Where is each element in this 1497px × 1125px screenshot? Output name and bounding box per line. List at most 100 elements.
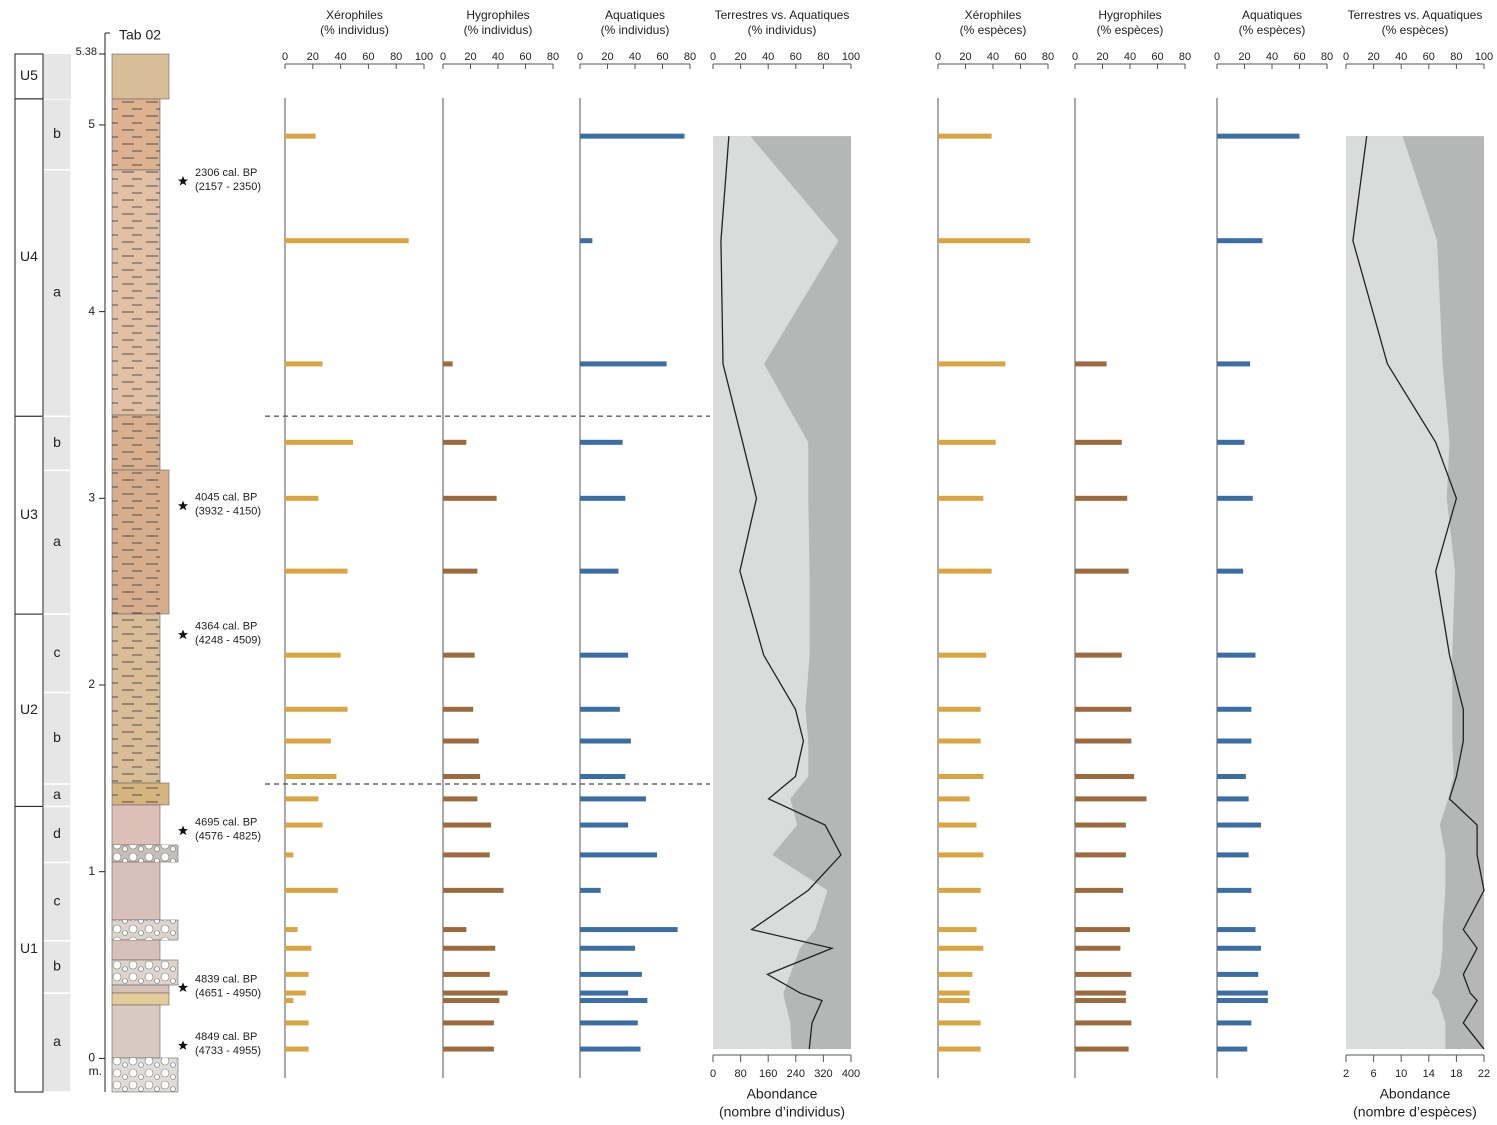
- bar: [285, 887, 338, 893]
- top-tick-label: 20: [464, 51, 476, 63]
- depth-tick-label: 2: [88, 677, 95, 691]
- subunit-label: a: [53, 1033, 61, 1049]
- top-tick-label: 40: [492, 51, 504, 63]
- bottom-tick-label: 2: [1343, 1068, 1349, 1080]
- panel-subtitle: (% espèces): [960, 23, 1027, 37]
- bar: [1217, 990, 1268, 996]
- bar: [285, 133, 316, 139]
- bar: [443, 998, 500, 1004]
- top-tick-label: 40: [1266, 51, 1278, 63]
- date-label: 4695 cal. BP: [195, 817, 257, 829]
- bar: [443, 1020, 494, 1026]
- bar: [443, 773, 481, 779]
- bar: [285, 706, 348, 712]
- top-tick-label: 80: [390, 51, 402, 63]
- top-tick-label: 60: [790, 51, 802, 63]
- unit: [14, 805, 44, 1093]
- area-terrestrial: [1346, 136, 1456, 1050]
- top-tick-label: 100: [1475, 51, 1493, 63]
- bar: [443, 1046, 494, 1052]
- bar: [1075, 652, 1122, 658]
- subunit-label: b: [53, 729, 61, 745]
- bar: [580, 773, 626, 779]
- bar: [443, 971, 490, 977]
- top-tick-label: 80: [817, 51, 829, 63]
- panel-subtitle: (% individus): [464, 23, 533, 37]
- bottom-tick-label: 18: [1450, 1068, 1462, 1080]
- bar: [580, 822, 629, 828]
- bar: [938, 495, 984, 501]
- bar: [1217, 133, 1300, 139]
- panel-title: Hygrophiles: [1098, 8, 1161, 22]
- date-marker: [178, 500, 188, 511]
- top-tick-label: 60: [1293, 51, 1305, 63]
- bottom-tick-label: 400: [842, 1068, 860, 1080]
- lithology: [111, 53, 179, 1093]
- bottom-tick-label: 14: [1423, 1068, 1435, 1080]
- subunit-label: b: [53, 434, 61, 450]
- bar: [1075, 971, 1132, 977]
- bar: [1217, 1046, 1248, 1052]
- bar: [285, 1046, 309, 1052]
- date-label: 4045 cal. BP: [195, 492, 257, 504]
- top-tick-label: 20: [1096, 51, 1108, 63]
- bar: [285, 796, 319, 802]
- subunit-label: a: [53, 533, 61, 549]
- subunit-label: c: [54, 892, 61, 908]
- subunit-label: d: [53, 825, 61, 841]
- bottom-tick-label: 320: [814, 1068, 832, 1080]
- top-tick-label: 40: [1395, 51, 1407, 63]
- bar: [443, 822, 492, 828]
- panel-subtitle: (% espèces): [1239, 23, 1306, 37]
- top-tick-label: 0: [440, 51, 446, 63]
- bottom-axis-title: Abondance: [747, 1086, 818, 1102]
- subunit-label: a: [53, 284, 61, 300]
- bar: [938, 998, 970, 1004]
- bar: [938, 852, 984, 858]
- top-tick-label: 40: [334, 51, 346, 63]
- bar: [1217, 652, 1256, 658]
- subunit: [42, 613, 72, 694]
- panel-subtitle: (% individus): [748, 23, 817, 37]
- bar: [285, 998, 294, 1004]
- bar: [1075, 1046, 1129, 1052]
- subunit: [42, 805, 72, 864]
- top-tick-label: 0: [577, 51, 583, 63]
- bar: [1217, 998, 1268, 1004]
- bar: [1075, 998, 1126, 1004]
- top-tick-label: 40: [629, 51, 641, 63]
- bar: [938, 439, 996, 445]
- top-tick-label: 100: [415, 51, 433, 63]
- top-tick-label: 20: [734, 51, 746, 63]
- bar: [1075, 822, 1126, 828]
- bar: [1075, 990, 1126, 996]
- bar: [1075, 361, 1107, 367]
- subunit-label: c: [54, 644, 61, 660]
- top-tick-label: 20: [1238, 51, 1250, 63]
- bar: [580, 887, 601, 893]
- bar: [1217, 238, 1263, 244]
- bar: [1217, 1020, 1252, 1026]
- panel-title: Terrestres vs. Aquatiques: [715, 8, 850, 22]
- bar: [1217, 568, 1244, 574]
- bar: [443, 945, 496, 951]
- bar: [285, 568, 348, 574]
- top-tick-label: 20: [959, 51, 971, 63]
- panel-title: Xérophiles: [326, 8, 383, 22]
- bar: [285, 852, 294, 858]
- date-marker: [178, 825, 188, 836]
- date-range: (4651 - 4950): [195, 987, 261, 999]
- bar: [938, 990, 970, 996]
- bar: [1075, 852, 1126, 858]
- bar: [1075, 887, 1124, 893]
- top-tick-label: 80: [1321, 51, 1333, 63]
- panel-title: Xérophiles: [965, 8, 1022, 22]
- depth-tick-label: 5: [88, 117, 95, 131]
- top-tick-label: 80: [684, 51, 696, 63]
- bar: [443, 887, 504, 893]
- bar: [938, 773, 984, 779]
- bar: [1217, 738, 1252, 744]
- date-range: (2157 - 2350): [195, 181, 261, 193]
- bar: [580, 998, 648, 1004]
- top-tick-label: 40: [762, 51, 774, 63]
